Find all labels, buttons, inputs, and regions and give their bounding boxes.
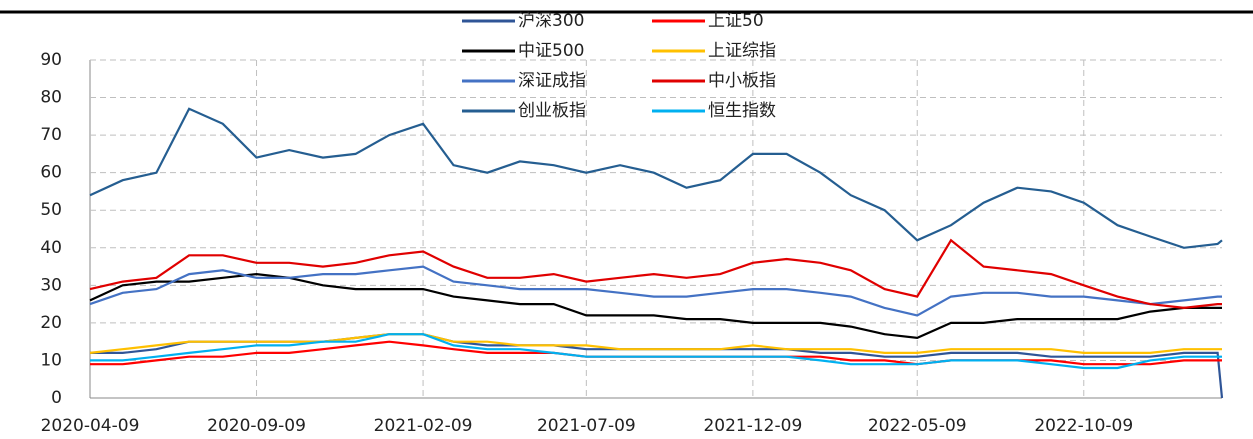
y-tick-label: 40 — [40, 238, 62, 258]
series-line — [90, 333, 1224, 399]
series-line — [89, 333, 1222, 354]
series-line — [89, 265, 1222, 317]
legend-label: 中小板指 — [708, 71, 776, 91]
y-tick-label: 50 — [40, 200, 62, 220]
series-line — [90, 333, 1222, 370]
y-tick-label: 90 — [40, 50, 62, 70]
x-tick-label: 2021-02-09 — [374, 416, 473, 436]
legend-label: 深证成指 — [518, 71, 586, 91]
y-tick-label: 70 — [40, 125, 62, 145]
legend-label: 沪深300 — [518, 11, 584, 31]
y-tick-label: 20 — [40, 313, 62, 333]
legend-label: 上证50 — [708, 11, 764, 31]
series-line — [89, 272, 1222, 340]
x-tick-label: 2021-12-09 — [703, 416, 802, 436]
y-tick-label: 10 — [40, 350, 62, 370]
x-tick-label: 2021-07-09 — [537, 416, 636, 436]
legend-label: 上证综指 — [708, 41, 776, 61]
y-tick-label: 60 — [40, 163, 62, 183]
series-line — [89, 238, 1222, 310]
legend-label: 恒生指数 — [708, 101, 776, 121]
x-tick-label: 2022-10-09 — [1034, 416, 1133, 436]
legend-label: 中证500 — [518, 41, 584, 61]
y-tick-label: 30 — [40, 275, 62, 295]
series-line — [89, 107, 1223, 249]
x-tick-label: 2022-05-09 — [868, 416, 967, 436]
legend-label: 创业板指 — [518, 101, 586, 121]
x-tick-label: 2020-09-09 — [207, 416, 306, 436]
y-tick-label: 0 — [51, 388, 62, 408]
x-tick-label: 2020-04-09 — [41, 416, 140, 436]
y-tick-label: 80 — [40, 88, 62, 108]
